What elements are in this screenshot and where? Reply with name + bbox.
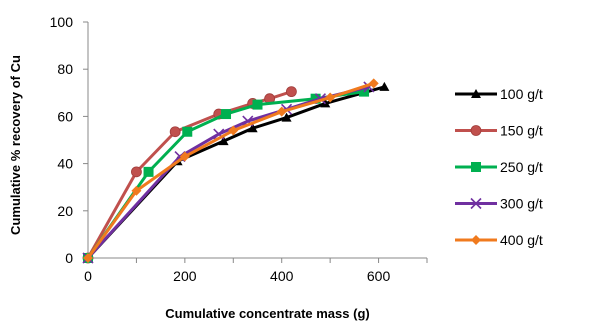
legend: 100 g/t 150 g/t 250 g/t 300 g/t 400 g/t xyxy=(455,86,543,248)
legend-marker xyxy=(471,89,481,98)
legend-label: 300 g/t xyxy=(500,196,543,212)
legend-marker xyxy=(471,162,481,172)
y-tick-label: 20 xyxy=(57,203,73,219)
legend-label: 100 g/t xyxy=(500,86,543,102)
x-tick-label: 400 xyxy=(270,268,294,284)
legend-label: 250 g/t xyxy=(500,159,543,175)
data-point xyxy=(221,109,232,120)
y-tick-label: 0 xyxy=(65,250,73,266)
x-axis-title: Cumulative concentrate mass (g) xyxy=(165,306,369,321)
series-250-g-t xyxy=(83,86,370,263)
data-point xyxy=(247,123,258,133)
legend-label: 400 g/t xyxy=(500,232,543,248)
series-layer xyxy=(82,78,390,264)
data-point xyxy=(143,166,154,177)
data-point xyxy=(179,151,190,162)
series-400-g-t xyxy=(83,78,379,263)
y-tick-label: 100 xyxy=(50,14,74,30)
data-point xyxy=(131,185,142,196)
x-tick-label: 600 xyxy=(367,268,391,284)
axes: 0 20 40 60 80 100 0 200 400 600 xyxy=(50,14,428,284)
x-tick-label: 0 xyxy=(84,268,92,284)
y-tick-label: 40 xyxy=(57,156,73,172)
data-point xyxy=(368,78,379,89)
legend-entry: 300 g/t xyxy=(455,196,543,212)
data-point xyxy=(285,86,297,98)
data-point xyxy=(281,112,292,122)
x-tick-label: 200 xyxy=(173,268,197,284)
data-point xyxy=(379,81,390,91)
legend-entry: 250 g/t xyxy=(455,159,543,175)
legend-marker xyxy=(470,197,482,210)
data-point xyxy=(83,253,93,263)
legend-entry: 100 g/t xyxy=(455,86,543,102)
y-tick-label: 60 xyxy=(57,108,73,124)
data-point xyxy=(252,99,263,110)
y-tick-label: 80 xyxy=(57,61,73,77)
series-150-g-t xyxy=(82,86,297,264)
legend-entry: 150 g/t xyxy=(455,123,543,139)
data-point xyxy=(169,126,181,138)
data-point xyxy=(218,136,229,146)
legend-marker xyxy=(471,235,481,245)
y-axis-title: Cumulative % recovery of Cu xyxy=(8,55,23,235)
data-point xyxy=(228,125,239,136)
legend-entry: 400 g/t xyxy=(455,232,543,248)
legend-label: 150 g/t xyxy=(500,123,543,139)
data-point xyxy=(131,166,142,178)
data-point xyxy=(182,126,193,137)
data-point xyxy=(276,106,287,117)
data-point xyxy=(325,92,336,103)
legend-marker xyxy=(470,125,482,136)
